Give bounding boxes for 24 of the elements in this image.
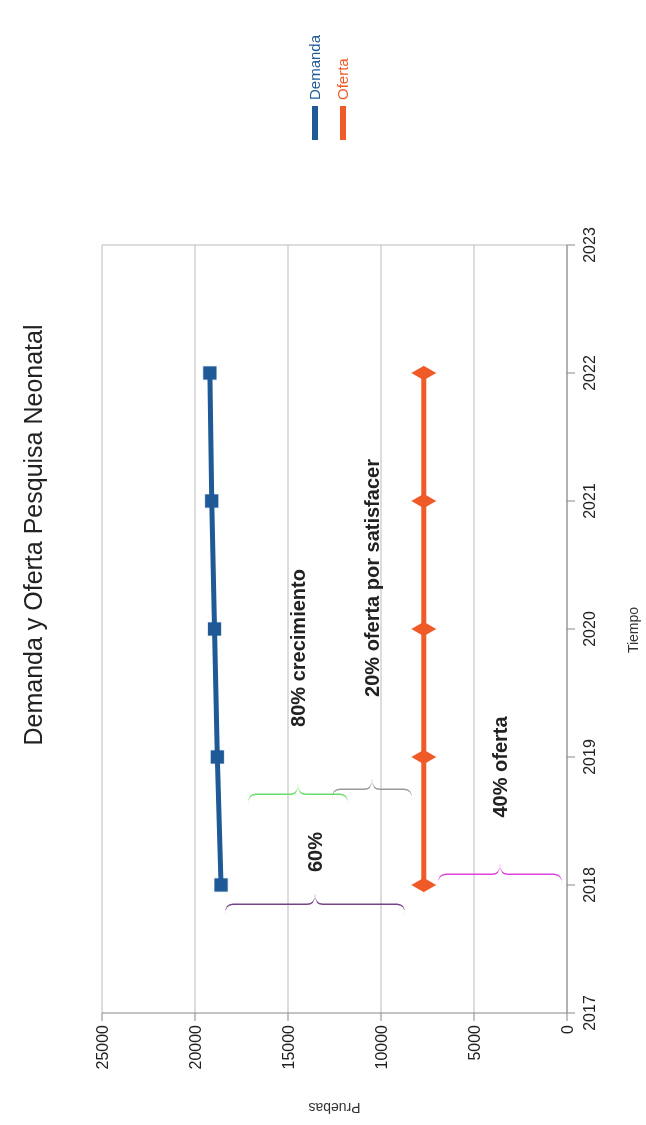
annotation: 20% oferta por satisfacer [361, 458, 383, 697]
annotation: 80% crecimiento [287, 569, 309, 727]
x-tick-label: 25000 [93, 1024, 111, 1070]
x-tick-label: 20000 [186, 1024, 204, 1070]
y-tick-label: 2022 [581, 355, 598, 391]
x-tick-label: 0 [558, 1024, 576, 1034]
y-tick-label: 2021 [581, 483, 598, 519]
y-tick-label: 2017 [581, 995, 598, 1031]
y-axis-title: Tiempo [625, 606, 641, 654]
annotation: 60% [304, 831, 326, 873]
point [202, 365, 218, 381]
text: Demanda [306, 34, 324, 100]
x-tick-label: 5000 [465, 1024, 483, 1061]
annotation: 40% oferta [489, 715, 511, 818]
y-tick-label: 2020 [581, 611, 598, 647]
x-tick-label: 15000 [279, 1024, 297, 1070]
y-tick-label: 2018 [581, 867, 598, 903]
text: Oferta [334, 57, 352, 100]
y-tick-label: 2023 [581, 227, 598, 263]
y-tick-label: 2019 [581, 739, 598, 775]
point [213, 877, 229, 893]
text: Demanda y Oferta Pesquisa Neonatal [19, 324, 47, 746]
x-axis-title: Pruebas [308, 1100, 361, 1116]
x-tick-label: 10000 [372, 1024, 390, 1070]
